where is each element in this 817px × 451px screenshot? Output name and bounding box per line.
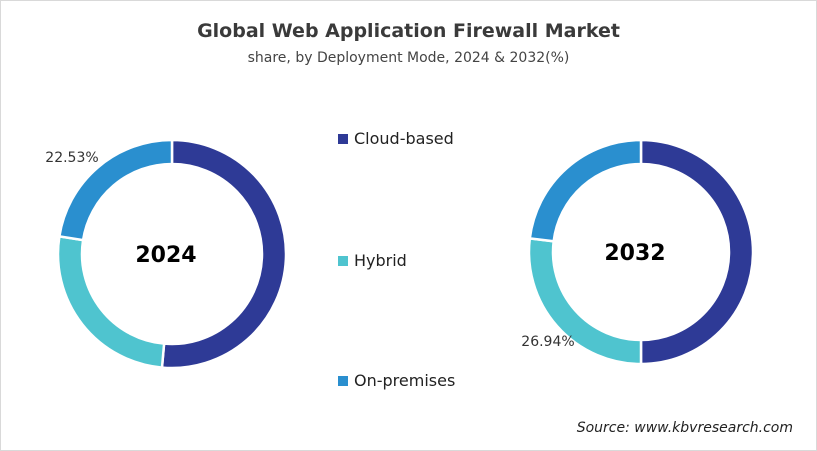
legend-label: Cloud-based bbox=[354, 129, 454, 148]
legend-label: Hybrid bbox=[354, 251, 407, 270]
donut-center-year: 2024 bbox=[135, 243, 196, 268]
donut-segment-2032-on-premises bbox=[528, 138, 643, 243]
donut-segment-2024-cloud-based bbox=[160, 138, 288, 370]
data-label: 26.94% bbox=[521, 334, 574, 350]
legend-item-cloud-based: Cloud-based bbox=[338, 129, 454, 148]
legend-swatch bbox=[338, 375, 348, 386]
chart-title: Global Web Application Firewall Market bbox=[197, 20, 620, 42]
donut-segment-2024-on-premises bbox=[57, 138, 174, 242]
legend-swatch bbox=[338, 133, 348, 144]
donut-center-year: 2032 bbox=[604, 241, 665, 266]
legend-item-hybrid: Hybrid bbox=[338, 251, 407, 270]
source-note: Source: www.kbvresearch.com bbox=[576, 420, 793, 436]
data-label: 22.53% bbox=[45, 150, 98, 166]
legend-item-on-premises: On-premises bbox=[338, 371, 455, 390]
legend-swatch bbox=[338, 255, 348, 266]
legend-label: On-premises bbox=[354, 371, 456, 390]
chart-subtitle: share, by Deployment Mode, 2024 & 2032(%… bbox=[247, 50, 570, 66]
